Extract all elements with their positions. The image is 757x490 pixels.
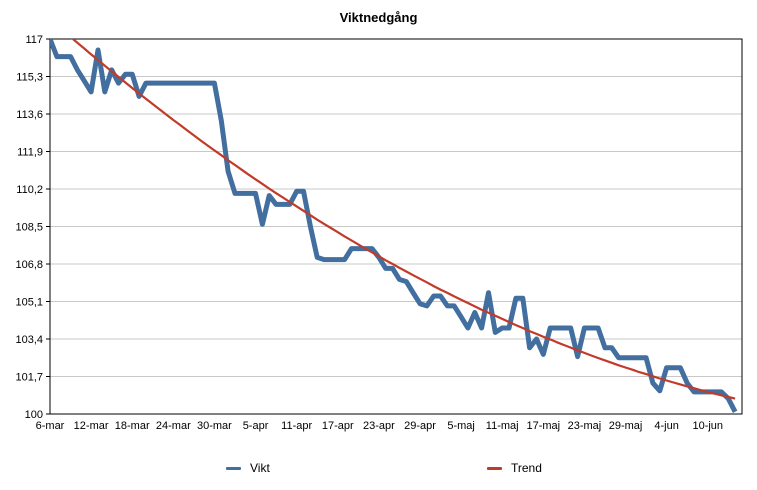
y-tick-label: 101,7 (15, 372, 43, 384)
chart-title: Viktnedgång (339, 10, 418, 25)
x-tick-label: 23-maj (568, 420, 602, 432)
x-tick-label: 29-apr (404, 420, 436, 432)
x-tick-label: 18-mar (115, 420, 150, 432)
x-tick-label: 17-maj (526, 420, 560, 432)
x-tick-label: 24-mar (156, 420, 191, 432)
x-tick-label: 11-maj (486, 420, 519, 432)
y-tick-label: 117 (25, 34, 43, 46)
y-tick-label: 115,3 (16, 72, 43, 84)
legend-item-vikt: Vikt (226, 461, 270, 475)
y-tick-label: 106,8 (15, 259, 43, 271)
vikt-legend-marker-icon (226, 466, 241, 470)
vikt-series-line (50, 39, 738, 413)
x-tick-label: 30-mar (197, 420, 232, 432)
x-tick-label: 29-maj (609, 420, 643, 432)
plot-border (49, 38, 743, 415)
y-tick-label: 108,5 (15, 222, 43, 234)
y-tick-label: 103,4 (15, 334, 43, 346)
vikt-legend-label: Vikt (250, 461, 270, 475)
x-tick-label: 12-mar (74, 420, 109, 432)
y-tick-label: 105,1 (15, 297, 43, 309)
trend-legend-marker-icon (487, 466, 502, 470)
x-tick-label: 17-apr (322, 420, 354, 432)
x-tick-label: 6-mar (36, 420, 65, 432)
x-tick-label: 23-apr (363, 420, 395, 432)
x-tick-label: 5-apr (243, 420, 269, 432)
legend-item-trend: Trend (487, 461, 542, 475)
y-tick-label: 111,9 (17, 147, 43, 159)
y-tick-label: 113,6 (16, 109, 43, 121)
y-tick-label: 100 (25, 409, 43, 421)
x-tick-label: 4-jun (654, 420, 678, 432)
y-tick-label: 110,2 (16, 184, 43, 196)
trend-series-line (71, 39, 736, 400)
x-tick-label: 5-maj (447, 420, 475, 432)
x-tick-label: 11-apr (281, 420, 312, 432)
x-tick-label: 10-jun (692, 420, 723, 432)
trend-legend-label: Trend (511, 461, 542, 475)
